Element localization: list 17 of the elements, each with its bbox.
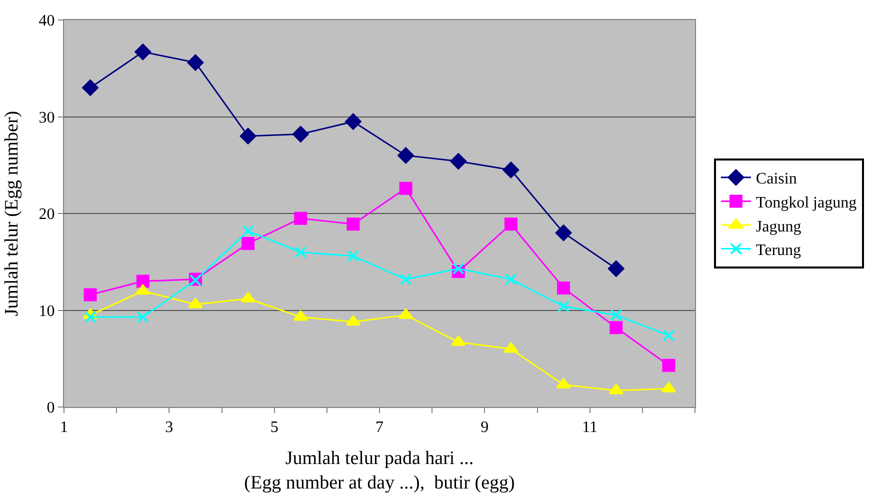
- legend-label: Tongkol jagung: [756, 194, 857, 212]
- y-tick-label: 10: [38, 302, 55, 320]
- y-tick-label: 40: [38, 12, 55, 30]
- x-tick-label: 1: [60, 419, 68, 436]
- y-axis-title: Jumlah telur (Egg number): [2, 110, 23, 316]
- y-tick-label: 30: [38, 109, 55, 126]
- x-tick-label: 9: [480, 419, 489, 436]
- x-tick-label: 7: [376, 419, 384, 436]
- legend-label: Terung: [756, 242, 802, 260]
- x-axis-title: Jumlah telur pada hari ... (Egg number at day ...), butir (egg): [244, 448, 515, 494]
- y-tick-label: 20: [38, 206, 55, 224]
- legend-label: Jagung: [756, 218, 802, 236]
- x-tick-label: 3: [165, 419, 174, 436]
- x-tick-label: 11: [582, 419, 598, 436]
- legend-label: Caisin: [756, 170, 797, 188]
- x-tick-label: 5: [270, 419, 278, 436]
- y-tick-label: 0: [46, 400, 55, 417]
